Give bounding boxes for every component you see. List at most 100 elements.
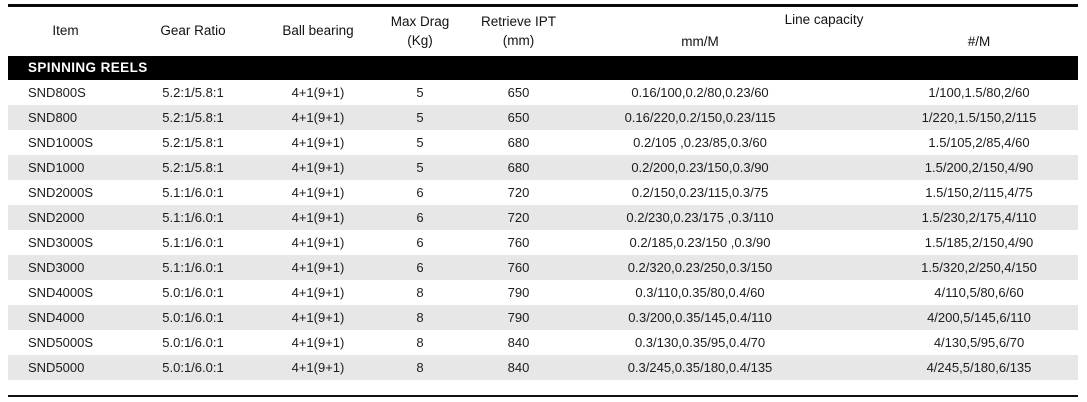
- cell-retrieve-ipt: 840: [507, 360, 530, 376]
- cell-max-drag: 8: [416, 335, 424, 351]
- cell-line-capacity-mm-m: 0.16/100,0.2/80,0.23/60: [631, 85, 769, 101]
- cell-ball-bearing: 4+1(9+1): [291, 335, 345, 351]
- header-row-line-capacity-units: mm/M #/M: [8, 33, 1078, 56]
- cell-gear-ratio: 5.1:1/6.0:1: [162, 210, 224, 226]
- cell-retrieve-ipt: 680: [507, 160, 530, 176]
- cell-gear-ratio: 5.0:1/6.0:1: [162, 335, 224, 351]
- cell-ball-bearing: 4+1(9+1): [291, 235, 345, 251]
- table-row: SND800S 5.2:1/5.8:1 4+1(9+1) 5 650 0.16/100,0…: [8, 80, 1078, 105]
- section-header-spinning-reels: SPINNING REELS: [8, 56, 1078, 81]
- cell-gear-ratio: 5.2:1/5.8:1: [162, 135, 224, 151]
- table-header: Item Gear Ratio Ball bearing Max Drag (K…: [8, 6, 1078, 81]
- cell-item: SND2000: [28, 210, 85, 226]
- cell-gear-ratio: 5.0:1/6.0:1: [162, 285, 224, 301]
- cell-item: SND1000: [28, 160, 85, 176]
- cell-ball-bearing: 4+1(9+1): [291, 210, 345, 226]
- cell-item: SND4000: [28, 310, 85, 326]
- section-header-row: SPINNING REELS: [8, 56, 1078, 81]
- column-group-header-line-capacity: Line capacity: [784, 11, 864, 27]
- cell-max-drag: 6: [416, 185, 424, 201]
- cell-ball-bearing: 4+1(9+1): [291, 85, 345, 101]
- cell-retrieve-ipt: 760: [507, 235, 530, 251]
- column-header-retrieve-ipt-unit: (mm): [502, 32, 535, 48]
- cell-gear-ratio: 5.2:1/5.8:1: [162, 110, 224, 126]
- cell-max-drag: 6: [416, 235, 424, 251]
- cell-max-drag: 5: [416, 135, 424, 151]
- cell-max-drag: 6: [416, 260, 424, 276]
- cell-max-drag: 5: [416, 160, 424, 176]
- cell-retrieve-ipt: 790: [507, 310, 530, 326]
- cell-retrieve-ipt: 720: [507, 185, 530, 201]
- column-header-gear-ratio: Gear Ratio: [160, 23, 226, 39]
- cell-gear-ratio: 5.0:1/6.0:1: [162, 310, 224, 326]
- table-row: SND5000S 5.0:1/6.0:1 4+1(9+1) 8 840 0.3/130,0…: [8, 330, 1078, 355]
- cell-max-drag: 6: [416, 210, 424, 226]
- table-row: SND5000 5.0:1/6.0:1 4+1(9+1) 8 840 0.3/245,0.…: [8, 355, 1078, 381]
- cell-max-drag: 8: [416, 285, 424, 301]
- table-row: SND3000S 5.1:1/6.0:1 4+1(9+1) 6 760 0.2/185,0…: [8, 230, 1078, 255]
- spinning-reels-spec-table: Item Gear Ratio Ball bearing Max Drag (K…: [8, 4, 1078, 381]
- cell-retrieve-ipt: 790: [507, 285, 530, 301]
- column-header-retrieve-ipt: Retrieve IPT (mm): [467, 6, 570, 57]
- table-row: SND3000 5.1:1/6.0:1 4+1(9+1) 6 760 0.2/320,0.…: [8, 255, 1078, 281]
- cell-line-capacity-hash-m: 1.5/150,2/115,4/75: [925, 185, 1033, 201]
- column-header-mm-per-m: mm/M: [681, 34, 719, 49]
- cell-line-capacity-mm-m: 0.3/110,0.35/80,0.4/60: [635, 285, 765, 301]
- table-row: SND1000S 5.2:1/5.8:1 4+1(9+1) 5 680 0.2/105 ,…: [8, 130, 1078, 155]
- cell-line-capacity-hash-m: 4/200,5/145,6/110: [927, 310, 1031, 326]
- column-header-max-drag: Max Drag (Kg): [373, 6, 467, 57]
- cell-item: SND3000: [28, 260, 85, 276]
- cell-line-capacity-mm-m: 0.2/200,0.23/150,0.3/90: [631, 160, 769, 176]
- cell-retrieve-ipt: 840: [507, 335, 530, 351]
- cell-line-capacity-mm-m: 0.2/150,0.23/115,0.3/75: [631, 185, 769, 201]
- cell-gear-ratio: 5.1:1/6.0:1: [162, 185, 224, 201]
- cell-item: SND5000S: [28, 335, 94, 351]
- cell-line-capacity-mm-m: 0.3/200,0.35/145,0.4/110: [628, 310, 772, 326]
- cell-line-capacity-hash-m: 1/220,1.5/150,2/115: [921, 110, 1037, 126]
- cell-item: SND3000S: [28, 235, 94, 251]
- cell-ball-bearing: 4+1(9+1): [291, 260, 345, 276]
- table-row: SND2000S 5.1:1/6.0:1 4+1(9+1) 6 720 0.2/150,0…: [8, 180, 1078, 205]
- column-header-hash-per-m: #/M: [967, 34, 991, 49]
- cell-line-capacity-mm-m: 0.2/320,0.23/250,0.3/150: [627, 260, 773, 276]
- column-header-retrieve-ipt-label: Retrieve IPT: [480, 14, 557, 30]
- table-row: SND1000 5.2:1/5.8:1 4+1(9+1) 5 680 0.2/200,0.…: [8, 155, 1078, 181]
- cell-retrieve-ipt: 760: [507, 260, 530, 276]
- cell-retrieve-ipt: 680: [507, 135, 530, 151]
- cell-line-capacity-mm-m: 0.3/245,0.35/180,0.4/135: [627, 360, 773, 376]
- cell-ball-bearing: 4+1(9+1): [291, 135, 345, 151]
- cell-ball-bearing: 4+1(9+1): [291, 185, 345, 201]
- cell-line-capacity-mm-m: 0.2/185,0.23/150 ,0.3/90: [629, 235, 771, 251]
- cell-max-drag: 5: [416, 85, 424, 101]
- table-row: SND4000S 5.0:1/6.0:1 4+1(9+1) 8 790 0.3/110,0…: [8, 280, 1078, 305]
- header-row-main: Item Gear Ratio Ball bearing Max Drag (K…: [8, 6, 1078, 48]
- cell-max-drag: 5: [416, 110, 424, 126]
- cell-line-capacity-hash-m: 1.5/230,2/175,4/110: [921, 210, 1037, 226]
- cell-item: SND800S: [28, 85, 86, 101]
- table-body: SND800S 5.2:1/5.8:1 4+1(9+1) 5 650 0.16/100,0…: [8, 80, 1078, 381]
- cell-item: SND5000: [28, 360, 85, 376]
- cell-retrieve-ipt: 650: [507, 85, 530, 101]
- cell-line-capacity-mm-m: 0.3/130,0.35/95,0.4/70: [634, 335, 766, 351]
- cell-line-capacity-hash-m: 1.5/105,2/85,4/60: [928, 135, 1030, 151]
- column-header-max-drag-label: Max Drag: [390, 14, 450, 30]
- cell-retrieve-ipt: 720: [507, 210, 530, 226]
- cell-ball-bearing: 4+1(9+1): [291, 310, 345, 326]
- table-row: SND4000 5.0:1/6.0:1 4+1(9+1) 8 790 0.3/200,0.…: [8, 305, 1078, 331]
- cell-gear-ratio: 5.1:1/6.0:1: [162, 235, 224, 251]
- cell-max-drag: 8: [416, 310, 424, 326]
- bottom-rule: [8, 395, 1078, 398]
- cell-ball-bearing: 4+1(9+1): [291, 110, 345, 126]
- cell-gear-ratio: 5.2:1/5.8:1: [162, 85, 224, 101]
- column-header-item: Item: [52, 23, 79, 39]
- cell-item: SND4000S: [28, 285, 94, 301]
- table-row: SND800 5.2:1/5.8:1 4+1(9+1) 5 650 0.16/220,0.…: [8, 105, 1078, 131]
- cell-retrieve-ipt: 650: [507, 110, 530, 126]
- column-header-ball-bearing: Ball bearing: [282, 23, 354, 39]
- table-row: SND2000 5.1:1/6.0:1 4+1(9+1) 6 720 0.2/230,0.…: [8, 205, 1078, 231]
- cell-item: SND800: [28, 110, 78, 126]
- cell-line-capacity-hash-m: 1.5/200,2/150,4/90: [924, 160, 1034, 176]
- cell-item: SND2000S: [28, 185, 94, 201]
- cell-gear-ratio: 5.0:1/6.0:1: [162, 360, 224, 376]
